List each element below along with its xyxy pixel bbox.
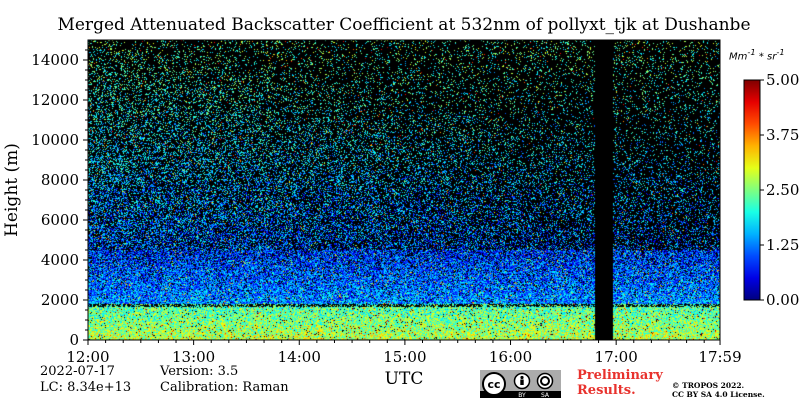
x-tick-label: 15:00 [383, 348, 426, 366]
plot-frame [87, 39, 721, 341]
version-text: Version: 3.5 [160, 364, 239, 379]
x-tick-label: 17:00 [595, 348, 638, 366]
svg-text:SA: SA [541, 392, 550, 398]
colorbar-tick-label: 3.75 [766, 126, 799, 144]
chart-title: Merged Attenuated Backscatter Coefficien… [57, 15, 751, 35]
preliminary-results-note: Preliminary Results. [577, 368, 663, 398]
backscatter-heatmap [88, 40, 720, 340]
y-ticks: 0 2000 4000 6000 8000 10000 12000 14000 [31, 49, 88, 349]
calibration-text: Calibration: Raman [160, 380, 289, 395]
svg-text:cc: cc [487, 378, 500, 391]
colorbar-tick-label: 2.50 [766, 181, 799, 199]
sa-icon [536, 372, 554, 390]
x-tick-label: 14:00 [278, 348, 321, 366]
copyright-note: © TROPOS 2022. CC BY SA 4.0 License. [672, 381, 765, 399]
colorbar-unit: Mm-1 * sr-1 [729, 47, 785, 63]
y-tick-label: 14000 [31, 51, 79, 69]
svg-text:BY: BY [518, 392, 526, 398]
x-axis-label: UTC [384, 369, 424, 389]
colorbar: 0.00 1.25 2.50 3.75 5.00 [743, 71, 799, 309]
y-tick-label: 8000 [41, 171, 79, 189]
colorbar-tick-label: 5.00 [766, 71, 799, 89]
x-ticks: 12:00 13:00 14:00 15:00 16:00 17:00 17:59 [66, 340, 742, 366]
y-tick-label: 6000 [41, 211, 79, 229]
y-tick-label: 4000 [41, 251, 79, 269]
y-tick-label: 10000 [31, 131, 79, 149]
x-tick-label: 17:59 [698, 348, 741, 366]
x-tick-label: 13:00 [172, 348, 215, 366]
x-tick-label: 12:00 [66, 348, 109, 366]
date-text: 2022-07-17 [40, 364, 115, 379]
colorbar-gradient [743, 79, 761, 301]
x-tick-label: 16:00 [489, 348, 532, 366]
colorbar-tick-label: 0.00 [766, 291, 799, 309]
lidar-constant-text: LC: 8.34e+13 [40, 380, 132, 395]
y-tick-label: 2000 [41, 291, 79, 309]
y-tick-label: 12000 [31, 91, 79, 109]
cc-license-badge: cc BY SA [480, 370, 561, 398]
y-tick-label: 0 [69, 331, 79, 349]
colorbar-tick-label: 1.25 [766, 236, 799, 254]
